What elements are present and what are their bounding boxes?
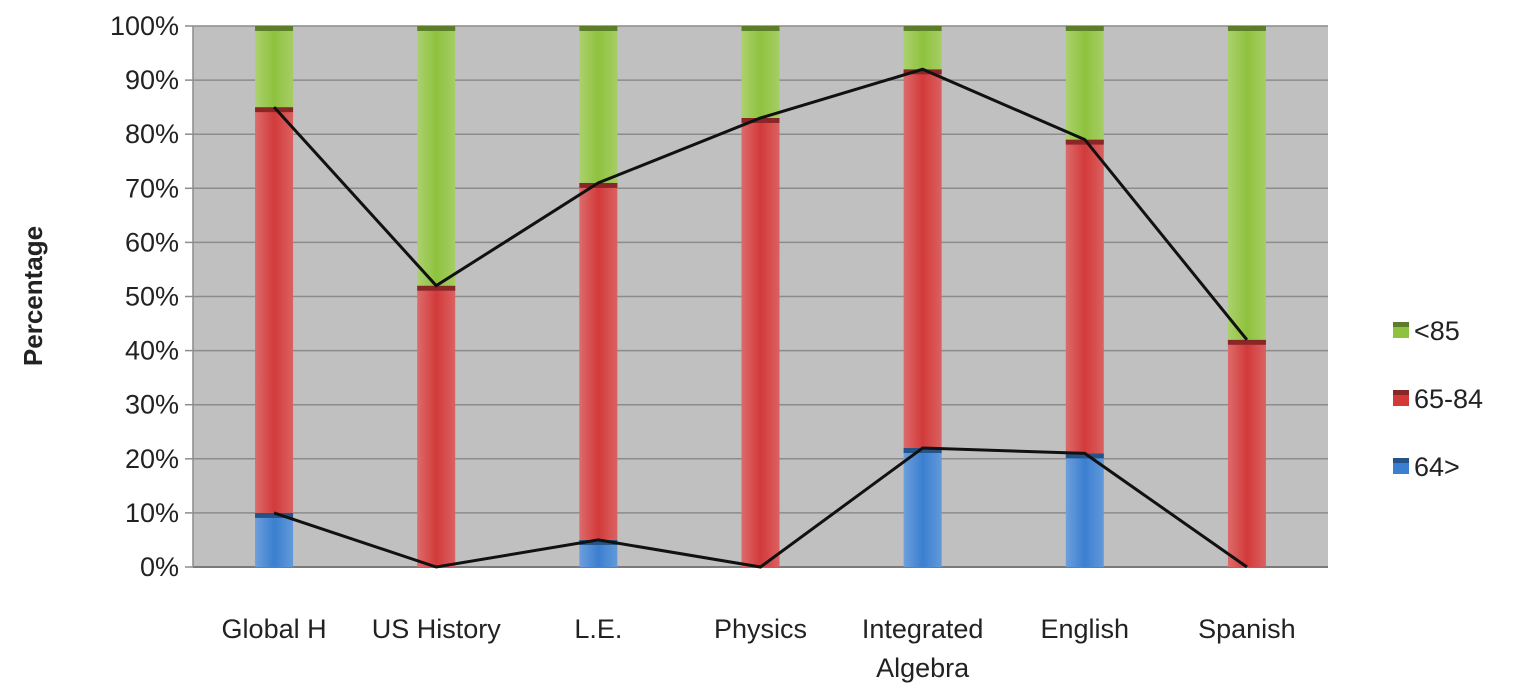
bar-segment-65-84: [903, 69, 942, 448]
bar-segment-cap: [903, 26, 942, 31]
x-tick-label: Global H: [222, 614, 327, 644]
bar-segment-cap: [1227, 339, 1266, 345]
legend-label: 65-84: [1414, 384, 1483, 414]
y-tick-label: 70%: [125, 173, 179, 203]
bar-segment-cap: [255, 512, 294, 518]
x-tick-label: L.E.: [574, 614, 622, 644]
bar-segment-64>: [903, 447, 942, 567]
legend-label: <85: [1414, 316, 1460, 346]
y-tick-label: 30%: [125, 390, 179, 420]
bar-segment-cap: [417, 285, 456, 291]
y-tick-label: 20%: [125, 444, 179, 474]
y-tick-label: 80%: [125, 119, 179, 149]
x-tick-label: US History: [372, 614, 502, 644]
bar-segment-65-84: [255, 107, 294, 513]
y-tick-label: 0%: [140, 552, 179, 582]
series-line-65-84: [272, 67, 1249, 341]
bar-segment-cap: [579, 26, 618, 31]
legend-swatch-cap: [1393, 458, 1409, 463]
legend-label: 64>: [1414, 452, 1460, 482]
x-tick-label: Integrated: [862, 614, 984, 644]
bar-segment-cap: [903, 69, 942, 75]
bars: [255, 26, 1266, 567]
bar-segment-cap: [1065, 453, 1104, 459]
bar-segment-cap: [903, 447, 942, 453]
bar-segment-<85: [1065, 26, 1104, 140]
y-tick-label: 50%: [125, 282, 179, 312]
bar-segment-<85: [903, 26, 942, 70]
bar-segment-<85: [255, 26, 294, 108]
bar-segment-cap: [741, 117, 780, 123]
series-lines: [272, 67, 1249, 569]
y-axis-title: Percentage: [18, 226, 48, 366]
bar-segment-cap: [1065, 26, 1104, 31]
legend-swatch-cap: [1393, 322, 1409, 327]
series-line-64>: [273, 446, 1248, 569]
x-axis-tick-labels: Global H US History L.E. Physics Integrated A…: [222, 614, 1296, 683]
y-tick-label: 60%: [125, 227, 179, 257]
y-tick-label: 40%: [125, 336, 179, 366]
bar-segment-64>: [1065, 453, 1104, 567]
bar-segment-65-84: [579, 182, 618, 540]
x-tick-label: Algebra: [876, 653, 970, 683]
y-tick-label: 10%: [125, 498, 179, 528]
bar-segment-65-84: [1227, 339, 1266, 567]
bar-segment-<85: [741, 26, 780, 118]
bar-segment-<85: [417, 26, 456, 286]
legend: <85 65-84 64>: [1393, 316, 1483, 482]
bar-segment-65-84: [741, 117, 780, 567]
bar-segment-cap: [741, 26, 780, 31]
bar-segment-64>: [255, 512, 294, 567]
x-tick-label: Spanish: [1198, 614, 1296, 644]
bar-segment-cap: [255, 26, 294, 31]
y-tick-label: 90%: [125, 65, 179, 95]
legend-swatch-cap: [1393, 390, 1409, 395]
bar-segment-65-84: [1065, 139, 1104, 454]
bar-segment-cap: [1227, 26, 1266, 31]
x-tick-label: Physics: [714, 614, 807, 644]
bar-segment-<85: [1227, 26, 1266, 340]
bar-segment-65-84: [417, 285, 456, 567]
bar-segment-cap: [1065, 139, 1104, 145]
bar-segment-cap: [255, 107, 294, 113]
y-tick-label: 100%: [110, 11, 179, 41]
x-tick-label: English: [1041, 614, 1130, 644]
bar-segment-<85: [579, 26, 618, 183]
bar-segment-cap: [417, 26, 456, 31]
bar-segment-cap: [579, 182, 618, 188]
y-axis-tick-labels: 0% 10% 20% 30% 40% 50% 60% 70% 80% 90% 100%: [110, 11, 179, 582]
bar-segment-cap: [579, 539, 618, 545]
